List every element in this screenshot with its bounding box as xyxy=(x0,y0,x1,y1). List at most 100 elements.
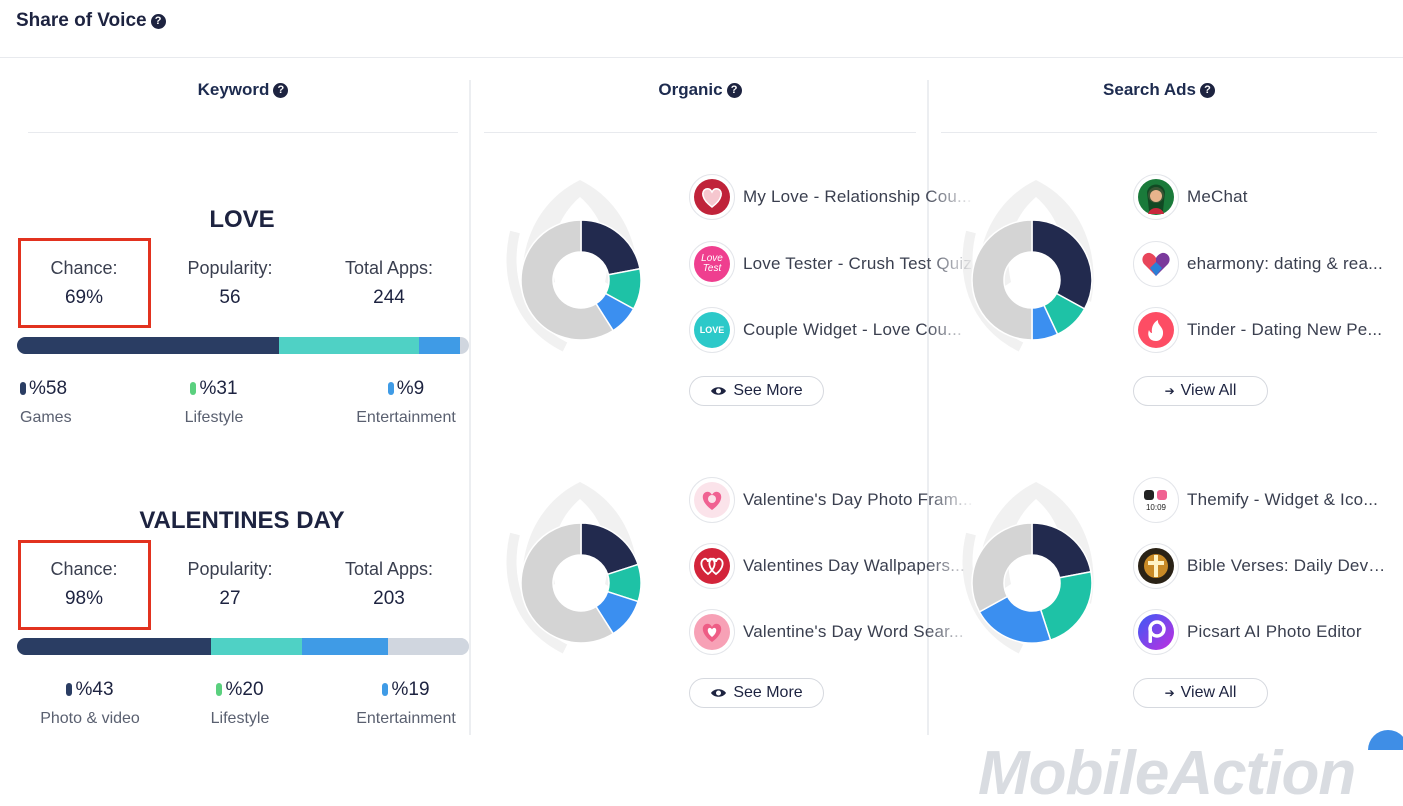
view-all-button[interactable]: ➔ View All xyxy=(1133,678,1268,708)
header-bar: Share of Voice? xyxy=(0,0,1403,58)
app-list-item[interactable]: Valentine's Day Photo Fram... xyxy=(689,476,975,524)
legend-percent: %31 xyxy=(199,378,238,399)
organic-donut-chart xyxy=(520,522,642,644)
love-badge-icon: LOVE xyxy=(689,307,735,353)
arrow-right-icon: ➔ xyxy=(1164,384,1175,398)
app-name: Love Tester - Crush Test Quiz xyxy=(743,254,973,273)
legend-category: Entertainment xyxy=(356,409,456,426)
heart-icon xyxy=(689,174,735,220)
valentine-photo-icon xyxy=(689,477,735,523)
total-apps-value: 244 xyxy=(373,287,405,308)
legend-category: Lifestyle xyxy=(210,710,270,727)
bar-segment xyxy=(17,337,280,354)
category-share-bar xyxy=(17,337,469,354)
view-all-button[interactable]: ➔ View All xyxy=(1133,376,1268,406)
total-apps-value: 203 xyxy=(373,588,405,609)
search-ads-column-header: Search Ads? xyxy=(941,80,1377,100)
app-list-item[interactable]: 10:09 Themify - Widget & Ico... xyxy=(1133,476,1392,524)
app-list-item[interactable]: MeChat xyxy=(1133,173,1392,221)
organic-column-header: Organic? xyxy=(484,80,916,100)
chance-highlight-box xyxy=(18,540,151,630)
help-icon[interactable]: ? xyxy=(273,83,289,98)
see-more-label: See More xyxy=(733,382,803,399)
donut-slice xyxy=(520,522,615,644)
legend-item: %43 Photo & video xyxy=(40,679,140,728)
donut-slice xyxy=(520,219,615,341)
chance-value: 69% xyxy=(64,287,104,308)
app-list-item[interactable]: My Love - Relationship Cou... xyxy=(689,173,975,221)
legend-swatch xyxy=(20,382,26,395)
bar-segment xyxy=(387,638,469,655)
app-list-item[interactable]: LOVE Couple Widget - Love Cou... xyxy=(689,306,975,354)
legend-swatch xyxy=(387,382,394,395)
keyword-title: VALENTINES DAY xyxy=(139,507,345,534)
app-name: Couple Widget - Love Cou... xyxy=(743,320,962,339)
legend-item: %19 Entertainment xyxy=(346,679,466,728)
help-icon[interactable]: ? xyxy=(726,83,742,98)
column-separator xyxy=(469,80,471,735)
divider xyxy=(484,132,916,133)
chat-widget-icon[interactable] xyxy=(1368,730,1403,750)
valentine-word-icon xyxy=(689,609,735,655)
app-name: eharmony: dating & rea... xyxy=(1187,254,1383,273)
search-ads-donut-chart xyxy=(971,219,1093,341)
app-name: Tinder - Dating New Pe... xyxy=(1187,320,1383,339)
donut-slice xyxy=(971,522,1033,613)
search-ads-donut-chart xyxy=(971,522,1093,644)
total-apps-label: Total Apps: xyxy=(344,258,434,278)
view-all-label: View All xyxy=(1180,382,1237,399)
page-title-text: Share of Voice xyxy=(16,10,147,31)
app-list-item[interactable]: eharmony: dating & rea... xyxy=(1133,240,1392,288)
column-separator xyxy=(927,80,929,735)
total-apps-stat: Total Apps: 203 xyxy=(314,559,464,610)
brand-watermark: MobileAction xyxy=(978,739,1356,806)
legend-percent: %58 xyxy=(29,378,68,399)
app-name: Themify - Widget & Ico... xyxy=(1187,490,1379,509)
help-icon[interactable]: ? xyxy=(1199,83,1215,98)
bar-segment xyxy=(419,337,460,354)
app-name: Valentine's Day Word Sear... xyxy=(743,622,964,641)
total-apps-label: Total Apps: xyxy=(344,559,434,579)
help-icon[interactable]: ? xyxy=(150,14,166,29)
legend-swatch xyxy=(216,683,223,696)
legend-category: Entertainment xyxy=(356,710,456,727)
donut-slice xyxy=(580,219,641,276)
love-badge-text: LOVE xyxy=(699,325,725,335)
legend-percent: %9 xyxy=(396,378,425,399)
app-list-item[interactable]: Tinder - Dating New Pe... xyxy=(1133,306,1392,354)
legend-percent: %19 xyxy=(391,679,430,700)
arrow-right-icon: ➔ xyxy=(1164,686,1175,700)
picsart-icon xyxy=(1133,609,1179,655)
app-list-item[interactable]: Love Test Love Tester - Crush Test Quiz xyxy=(689,240,975,288)
app-list-item[interactable]: Picsart AI Photo Editor xyxy=(1133,608,1392,656)
legend-category: Photo & video xyxy=(40,710,140,727)
app-list-item[interactable]: Valentine's Day Word Sear... xyxy=(689,608,975,656)
popularity-value: 56 xyxy=(219,287,241,308)
app-list-item[interactable]: Bible Verses: Daily Devo... xyxy=(1133,542,1392,590)
eharmony-icon xyxy=(1133,241,1179,287)
chance-label: Chance: xyxy=(50,559,118,579)
organic-column-label: Organic xyxy=(658,80,723,99)
love-test-text: Love Test xyxy=(701,253,723,274)
see-more-label: See More xyxy=(733,684,803,701)
keyword-column-header: Keyword? xyxy=(28,80,458,100)
bar-segment xyxy=(17,638,212,655)
keyword-column-label: Keyword xyxy=(197,80,270,99)
total-apps-stat: Total Apps: 244 xyxy=(314,258,464,309)
themify-time: 10:09 xyxy=(1145,502,1167,512)
category-share-bar xyxy=(17,638,469,655)
see-more-button[interactable]: See More xyxy=(689,376,824,406)
bible-icon xyxy=(1133,543,1179,589)
view-all-label: View All xyxy=(1180,684,1237,701)
see-more-button[interactable]: See More xyxy=(689,678,824,708)
organic-donut-chart xyxy=(520,219,642,341)
divider xyxy=(941,132,1377,133)
app-list-item[interactable]: Valentines Day Wallpapers... xyxy=(689,542,975,590)
legend-item: %31 Lifestyle xyxy=(164,378,264,427)
bar-segment xyxy=(211,638,302,655)
themify-icon: 10:09 xyxy=(1133,477,1179,523)
chance-stat: Chance: 98% xyxy=(9,559,159,610)
app-name: Valentines Day Wallpapers... xyxy=(743,556,965,575)
chance-stat: Chance: 69% xyxy=(9,258,159,309)
eye-icon xyxy=(711,689,727,697)
